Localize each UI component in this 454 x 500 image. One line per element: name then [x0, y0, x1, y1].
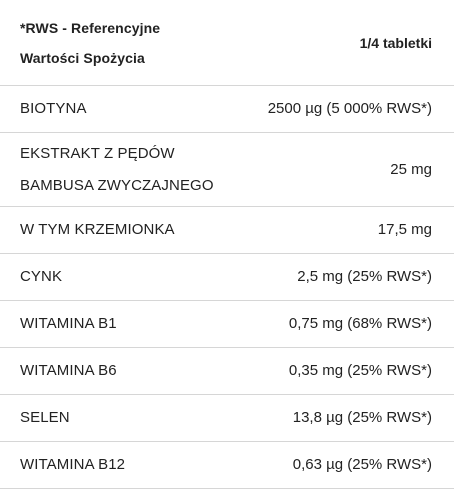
row-value: 25 mg — [390, 160, 432, 178]
table-row: CYNK 2,5 mg (25% RWS*) — [0, 254, 454, 301]
row-value: 0,63 µg (25% RWS*) — [292, 456, 432, 473]
table-row: EKSTRAKT Z PĘDÓW BAMBUSA ZWYCZAJNEGO 25 … — [0, 133, 454, 207]
row-value: 2500 µg (5 000% RWS*) — [267, 100, 432, 117]
table-row: WITAMINA B6 0,35 mg (25% RWS*) — [0, 348, 454, 395]
row-value: 2,5 mg (25% RWS*) — [297, 268, 432, 285]
row-value: 0,75 mg (68% RWS*) — [288, 315, 432, 332]
header-label: *RWS - Referencyjne Wartości Spożycia — [20, 13, 160, 73]
row-name: W TYM KRZEMIONKA — [20, 221, 175, 238]
row-name: WITAMINA B12 — [20, 456, 126, 473]
row-name: SELEN — [20, 409, 70, 426]
header-label-line1: *RWS - Referencyjne — [20, 19, 161, 36]
table-header-row: *RWS - Referencyjne Wartości Spożycia 1/… — [0, 0, 454, 86]
row-name-line2: BAMBUSA ZWYCZAJNEGO — [20, 176, 214, 194]
row-value: 13,8 µg (25% RWS*) — [292, 409, 432, 426]
table-row: WITAMINA B1 0,75 mg (68% RWS*) — [0, 301, 454, 348]
row-name: EKSTRAKT Z PĘDÓW BAMBUSA ZWYCZAJNEGO — [20, 138, 214, 202]
row-name: CYNK — [20, 268, 63, 285]
row-name: WITAMINA B1 — [20, 315, 117, 332]
table-row: BIOTYNA 2500 µg (5 000% RWS*) — [0, 86, 454, 133]
row-name-line1: EKSTRAKT Z PĘDÓW — [20, 144, 175, 162]
table-row: W TYM KRZEMIONKA 17,5 mg — [0, 207, 454, 254]
header-label-line2: Wartości Spożycia — [20, 49, 145, 66]
header-serving: 1/4 tabletki — [359, 34, 432, 51]
table-row: WITAMINA B12 0,63 µg (25% RWS*) — [0, 442, 454, 489]
row-value: 0,35 mg (25% RWS*) — [288, 362, 432, 379]
row-name: WITAMINA B6 — [20, 362, 117, 379]
table-row: SELEN 13,8 µg (25% RWS*) — [0, 395, 454, 442]
row-value: 17,5 mg — [377, 221, 432, 238]
row-name: BIOTYNA — [20, 100, 87, 117]
